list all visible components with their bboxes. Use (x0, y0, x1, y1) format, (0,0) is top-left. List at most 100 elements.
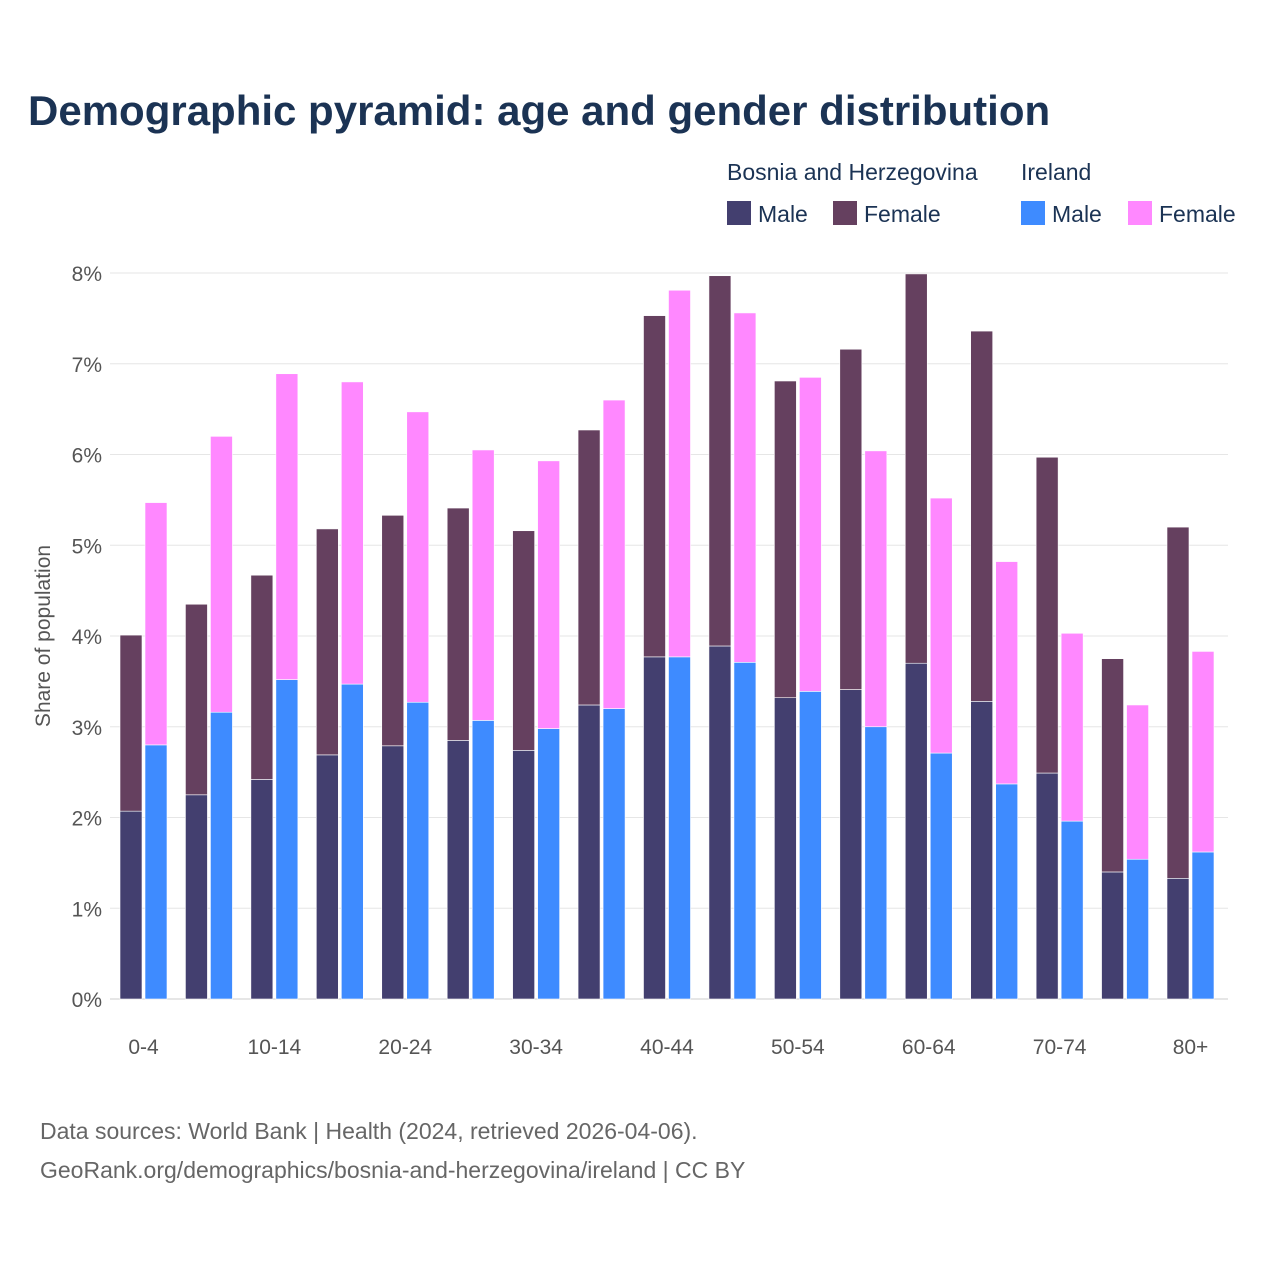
bar-ie-male-5-9 (210, 711, 233, 1000)
bar-bih-female-65-69 (970, 330, 993, 702)
bar-ie-female-30-34 (537, 460, 560, 729)
bar-bih-female-80+ (1166, 526, 1190, 879)
bar-bih-male-65-69 (970, 701, 993, 1000)
x-tick-label: 30-34 (509, 1036, 563, 1059)
x-tick-label: 50-54 (771, 1036, 825, 1059)
bar-bih-female-5-9 (185, 603, 208, 796)
bar-ie-female-5-9 (210, 436, 233, 713)
bar-bih-female-40-44 (643, 315, 666, 658)
chart-title: Demographic pyramid: age and gender dist… (28, 87, 1050, 134)
y-tick-label: 3% (72, 717, 102, 740)
bar-bih-female-70-74 (1035, 456, 1059, 774)
bar-bih-female-45-49 (708, 275, 732, 647)
bar-bih-female-20-24 (381, 515, 405, 747)
bar-bih-female-15-19 (316, 528, 339, 756)
x-tick-label: 20-24 (378, 1036, 432, 1059)
bar-bih-male-30-34 (512, 750, 535, 1000)
bar-bih-male-40-44 (643, 656, 666, 1000)
bar-bih-male-75-79 (1101, 871, 1124, 1000)
bar-ie-female-10-14 (275, 373, 299, 680)
bar-bih-male-15-19 (316, 754, 339, 1000)
bar-ie-female-45-49 (733, 312, 757, 663)
y-axis-label: Share of population (32, 545, 55, 727)
bar-ie-male-65-69 (995, 783, 1018, 1000)
bar-ie-male-60-64 (929, 752, 953, 1000)
bar-bih-male-25-29 (446, 740, 470, 1000)
x-tick-label: 40-44 (640, 1036, 694, 1059)
footer-url: GeoRank.org/demographics/bosnia-and-herz… (40, 1157, 745, 1183)
legend-swatch-bih-male (727, 201, 751, 225)
legend-group-bosnia: Bosnia and Herzegovina (727, 159, 978, 185)
bar-ie-female-15-19 (341, 381, 364, 685)
bar-bih-female-60-64 (904, 273, 928, 664)
bar-bih-male-45-49 (708, 645, 732, 1000)
y-tick-label: 5% (72, 535, 102, 558)
bar-ie-male-45-49 (733, 662, 757, 1000)
bar-bih-male-5-9 (185, 794, 208, 1000)
bar-ie-female-70-74 (1060, 632, 1084, 822)
x-tick-label: 0-4 (128, 1036, 159, 1059)
bar-bih-male-20-24 (381, 745, 405, 1000)
bar-ie-female-35-39 (602, 399, 626, 709)
legend-swatch-ie-male (1021, 201, 1045, 225)
y-tick-label: 4% (72, 626, 102, 649)
bar-ie-male-75-79 (1126, 858, 1149, 1000)
y-tick-label: 0% (72, 989, 102, 1012)
legend-swatch-ie-female (1128, 201, 1152, 225)
y-tick-label: 7% (72, 354, 102, 377)
bar-bih-female-25-29 (446, 507, 470, 741)
legend-label-ie-male: Male (1052, 201, 1102, 227)
bar-bih-female-30-34 (512, 530, 535, 751)
y-tick-label: 2% (72, 808, 102, 831)
y-tick-label: 6% (72, 445, 102, 468)
bar-bih-female-55-59 (839, 348, 863, 690)
bar-bih-male-70-74 (1035, 772, 1059, 1000)
bar-ie-male-55-59 (864, 726, 888, 1000)
bar-ie-female-55-59 (864, 450, 888, 728)
x-tick-label: 70-74 (1033, 1036, 1087, 1059)
bar-ie-female-75-79 (1126, 704, 1149, 860)
bar-bih-male-80+ (1166, 878, 1190, 1000)
bar-ie-male-15-19 (341, 683, 364, 1000)
bar-ie-female-50-54 (799, 377, 822, 692)
bar-ie-male-50-54 (799, 691, 822, 1000)
bar-bih-male-55-59 (839, 689, 863, 1000)
bar-ie-female-20-24 (406, 411, 430, 703)
bar-bih-male-35-39 (577, 704, 601, 1000)
bar-ie-male-40-44 (668, 656, 691, 1000)
legend-label-bih-male: Male (758, 201, 808, 227)
legend-label-bih-female: Female (864, 201, 941, 227)
legend-group-ireland: Ireland (1021, 159, 1091, 185)
bar-bih-female-35-39 (577, 429, 601, 706)
bar-ie-female-80+ (1191, 651, 1215, 853)
bar-ie-female-65-69 (995, 561, 1018, 785)
bar-bih-female-0-4 (119, 634, 143, 812)
bar-bih-male-10-14 (250, 779, 274, 1000)
bar-bih-female-10-14 (250, 574, 274, 780)
bar-ie-female-25-29 (471, 449, 495, 721)
bar-ie-female-60-64 (929, 497, 953, 754)
bar-ie-male-30-34 (537, 728, 560, 1000)
bar-ie-male-10-14 (275, 679, 299, 1000)
bar-bih-female-50-54 (774, 380, 797, 699)
x-tick-label: 60-64 (902, 1036, 956, 1059)
bar-ie-male-25-29 (471, 720, 495, 1000)
x-tick-label: 80+ (1173, 1036, 1209, 1059)
bar-ie-male-80+ (1191, 851, 1215, 1000)
bar-ie-male-20-24 (406, 701, 430, 1000)
bar-ie-female-40-44 (668, 289, 691, 658)
bar-ie-male-70-74 (1060, 820, 1084, 1000)
bar-bih-male-50-54 (774, 697, 797, 1000)
bar-ie-male-35-39 (602, 708, 626, 1000)
bar-bih-male-0-4 (119, 810, 143, 1000)
y-tick-label: 1% (72, 898, 102, 921)
footer-sources: Data sources: World Bank | Health (2024,… (40, 1118, 698, 1144)
x-tick-label: 10-14 (248, 1036, 302, 1059)
legend-swatch-bih-female (833, 201, 857, 225)
bar-bih-male-60-64 (904, 662, 928, 1000)
bar-bih-female-75-79 (1101, 658, 1124, 873)
bar-ie-male-0-4 (144, 744, 168, 1000)
bar-ie-female-0-4 (144, 502, 168, 746)
